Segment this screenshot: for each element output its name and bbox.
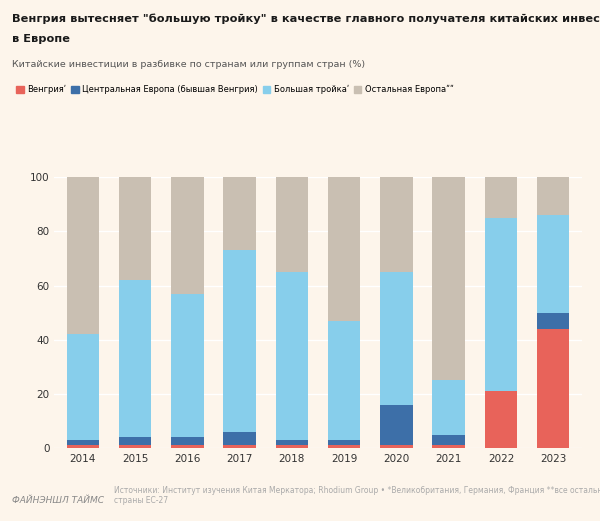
Bar	[223, 432, 256, 445]
Bar	[275, 440, 308, 445]
Bar	[433, 435, 465, 445]
Bar	[223, 177, 256, 250]
Bar	[328, 445, 361, 448]
Bar	[328, 440, 361, 445]
Bar	[119, 177, 151, 280]
Bar	[485, 177, 517, 218]
Text: в Европе: в Европе	[12, 34, 70, 44]
Bar	[171, 294, 203, 437]
Bar	[485, 218, 517, 391]
Bar	[171, 445, 203, 448]
Text: Венгрия вытесняет "большую тройку" в качестве главного получателя китайских инве: Венгрия вытесняет "большую тройку" в кач…	[12, 13, 600, 23]
Bar	[275, 445, 308, 448]
Bar	[171, 437, 203, 445]
Bar	[275, 177, 308, 272]
Bar	[67, 177, 99, 334]
Bar	[537, 313, 569, 329]
Bar	[67, 334, 99, 440]
Bar	[380, 445, 413, 448]
Bar	[537, 215, 569, 313]
Bar	[537, 329, 569, 448]
Text: Китайские инвестиции в разбивке по странам или группам стран (%): Китайские инвестиции в разбивке по стран…	[12, 60, 365, 69]
Bar	[328, 177, 361, 321]
Bar	[223, 250, 256, 432]
Text: ФАЙНЭНШЛ ТАЙМС: ФАЙНЭНШЛ ТАЙМС	[12, 497, 104, 505]
Bar	[328, 321, 361, 440]
Bar	[380, 177, 413, 272]
Bar	[67, 440, 99, 445]
Bar	[119, 437, 151, 445]
Bar	[433, 445, 465, 448]
Bar	[485, 391, 517, 448]
Bar	[380, 272, 413, 405]
Bar	[67, 445, 99, 448]
Legend: Венгрияʹ, Центральная Европа (бывшая Венгрия), Большая тройкаʹ, Остальная Европа: Венгрияʹ, Центральная Европа (бывшая Вен…	[16, 85, 454, 94]
Bar	[171, 177, 203, 294]
Bar	[433, 380, 465, 435]
Bar	[223, 445, 256, 448]
Bar	[537, 177, 569, 215]
Bar	[433, 177, 465, 380]
Bar	[275, 272, 308, 440]
Bar	[119, 280, 151, 437]
Text: Источники: Институт изучения Китая Меркатора; Rhodium Group • *Великобритания, Г: Источники: Институт изучения Китая Мерка…	[114, 486, 600, 505]
Bar	[119, 445, 151, 448]
Bar	[380, 405, 413, 445]
